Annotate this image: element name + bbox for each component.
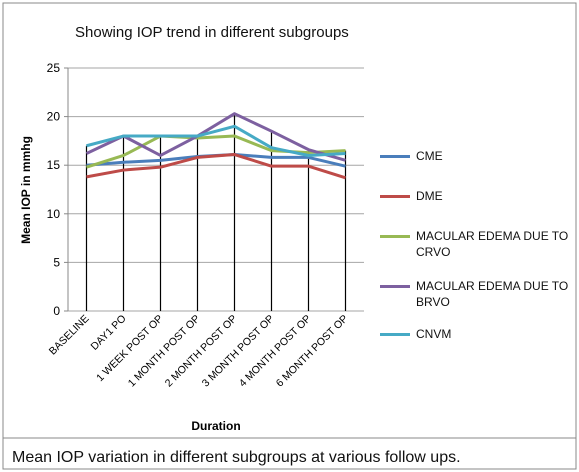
x-tick-label: BASELINE bbox=[47, 313, 92, 358]
y-tick-label: 10 bbox=[47, 207, 61, 221]
legend-item: DME bbox=[380, 188, 574, 204]
legend-label: MACULAR EDEMA DUE TO BRVO bbox=[416, 279, 569, 309]
y-tick-label: 20 bbox=[47, 110, 61, 124]
y-tick-label: 15 bbox=[47, 158, 61, 172]
legend-swatch bbox=[380, 155, 410, 158]
legend-swatch bbox=[380, 285, 410, 288]
chart-title: Showing IOP trend in different subgroups bbox=[75, 24, 349, 41]
series-line bbox=[86, 153, 346, 180]
x-tick-label: 2 MONTH POST OP bbox=[163, 313, 240, 390]
legend-label: CNVM bbox=[416, 327, 452, 341]
caption: Mean IOP variation in different subgroup… bbox=[12, 449, 461, 466]
x-tick-label: 1 WEEK POST OP bbox=[94, 313, 165, 384]
legend-item: CNVM bbox=[380, 326, 574, 342]
series-line bbox=[86, 124, 346, 157]
series-line bbox=[86, 134, 346, 169]
legend-item: MACULAR EDEMA DUE TO BRVO bbox=[380, 278, 574, 310]
x-axis-label: Duration bbox=[191, 419, 240, 433]
y-tick-label: 5 bbox=[53, 255, 60, 269]
x-tick-label: 1 MONTH POST OP bbox=[126, 313, 203, 390]
legend-item: MACULAR EDEMA DUE TO CRVO bbox=[380, 228, 574, 260]
x-tick-label: 4 MONTH POST OP bbox=[237, 313, 314, 390]
legend-swatch bbox=[380, 333, 410, 336]
legend-label: MACULAR EDEMA DUE TO CRVO bbox=[416, 229, 569, 259]
y-tick-label: 0 bbox=[53, 304, 60, 318]
legend-swatch bbox=[380, 195, 410, 198]
legend-label: DME bbox=[416, 189, 443, 203]
legend-label: CME bbox=[416, 149, 443, 163]
legend-swatch bbox=[380, 235, 410, 238]
series-line bbox=[85, 112, 346, 162]
x-tick-label: 6 MONTH POST OP bbox=[274, 313, 351, 390]
x-tick-label: 3 MONTH POST OP bbox=[200, 313, 277, 390]
y-axis-label: Mean IOP in mmhg bbox=[19, 136, 33, 244]
y-tick-label: 25 bbox=[47, 61, 61, 75]
legend-item: CME bbox=[380, 148, 574, 164]
